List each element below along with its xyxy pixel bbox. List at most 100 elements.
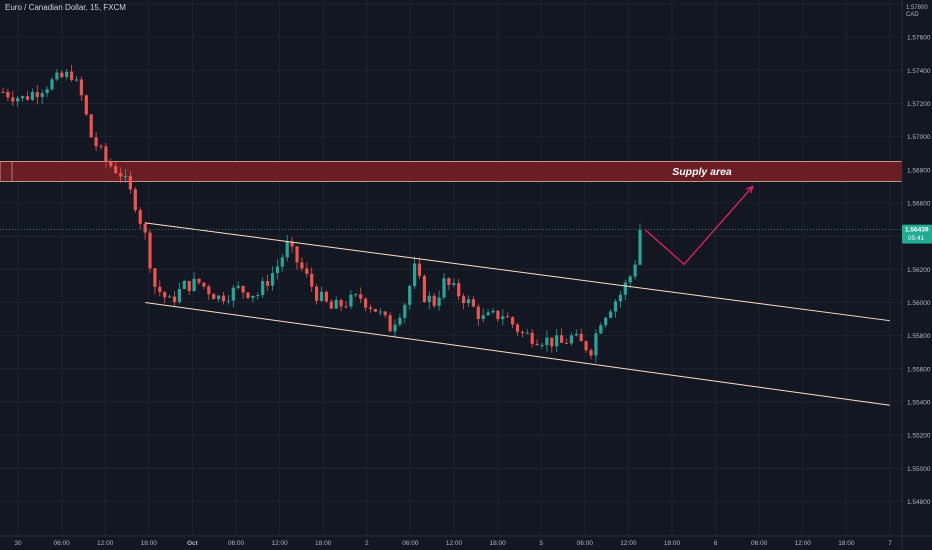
candle-body — [192, 278, 196, 292]
time-tick-label: 18:00 — [315, 540, 332, 547]
projection-path — [644, 185, 754, 266]
time-tick-label: 06:00 — [228, 540, 245, 547]
candle-body — [501, 316, 505, 320]
price-tick-label: 1.56200 — [907, 267, 931, 274]
candle-body — [520, 331, 524, 333]
candle-body — [599, 325, 603, 334]
channel-lower-line — [145, 301, 890, 406]
price-tick-label: 1.55800 — [907, 333, 931, 340]
candle-body — [177, 289, 181, 303]
price-tick-label: 1.55200 — [907, 433, 931, 440]
candle-body — [359, 294, 363, 299]
price-tick-label: 1.55600 — [907, 366, 931, 373]
candle-body — [329, 301, 333, 309]
candle-body — [89, 114, 93, 138]
candle-body — [79, 79, 83, 96]
candle-body — [383, 311, 387, 316]
time-tick-label: 7 — [888, 540, 892, 547]
candle-body — [368, 307, 373, 309]
candle-body — [344, 306, 348, 308]
candle-body — [315, 286, 319, 301]
candle-body — [128, 176, 132, 190]
candle-body — [496, 310, 500, 320]
candle-body — [623, 282, 627, 295]
time-tick-label: 2 — [365, 540, 369, 547]
candle-body — [579, 333, 583, 342]
price-tick-label: 1.57400 — [907, 68, 931, 75]
time-tick-label: 12:00 — [97, 540, 114, 547]
candle-body — [11, 97, 15, 102]
candle-body — [584, 341, 588, 351]
candle-body — [226, 300, 230, 302]
candle-body — [442, 278, 446, 298]
candle-body — [305, 268, 309, 274]
candle-body — [437, 297, 441, 306]
time-tick-label: 12:00 — [446, 540, 463, 547]
candle-body — [628, 276, 632, 283]
time-tick-label: 30 — [14, 540, 22, 547]
candle-body — [413, 263, 417, 286]
price-tick-label: 1.56600 — [907, 200, 931, 207]
candle-body — [119, 173, 123, 177]
price-tick-label: 1.56000 — [907, 300, 931, 307]
candle-body — [217, 295, 221, 300]
last-price-box — [902, 224, 932, 244]
candle-body — [285, 241, 289, 258]
candle-body — [491, 310, 495, 313]
candle-body — [462, 296, 466, 304]
candle-body — [535, 343, 539, 346]
candle-body — [251, 295, 255, 298]
candle-body — [70, 71, 74, 80]
candle-body — [187, 280, 191, 292]
candle-body — [30, 92, 34, 100]
candle-body — [594, 333, 598, 356]
price-tick-label: 1.55000 — [907, 466, 931, 473]
candle-body — [349, 294, 353, 307]
candle-body — [471, 299, 475, 307]
candle-body — [163, 292, 167, 298]
candle-body — [45, 89, 49, 94]
price-axis[interactable]: 1.57600 1.57400 1.57200 1.57000 1.56800 1.566… — [901, 0, 931, 550]
candle-body — [55, 72, 59, 80]
candle-body — [153, 268, 157, 287]
candle-body — [6, 92, 10, 98]
candle-body — [35, 92, 39, 97]
candle-body — [364, 298, 368, 308]
candle-body — [334, 300, 338, 309]
candle-body — [290, 241, 294, 247]
candle-body — [241, 285, 245, 293]
time-axis[interactable]: 30 06:00 12:00 18:00 Oct 06:00 12:00 18:00 2 06:0… — [0, 535, 932, 547]
candle-body — [123, 176, 128, 178]
candle-body — [466, 299, 471, 304]
grid — [0, 0, 902, 536]
candle-body — [574, 333, 578, 336]
candle-body — [417, 263, 422, 276]
candle-body — [65, 71, 69, 78]
candle-body — [60, 72, 64, 78]
candle-body — [613, 301, 618, 312]
candle-body — [550, 337, 554, 347]
time-tick-label: 18:00 — [141, 540, 158, 547]
candle-body — [378, 311, 382, 313]
candle-body — [246, 292, 250, 298]
candle-body — [545, 337, 549, 346]
candle-body — [1, 91, 5, 93]
candle-body — [109, 161, 113, 167]
time-tick-label: 18:00 — [664, 540, 681, 547]
candle-body — [515, 324, 520, 332]
candle-body — [589, 350, 593, 356]
candle-body — [275, 266, 279, 274]
candle-body — [74, 79, 79, 81]
candle-body — [197, 278, 201, 283]
projection-arrowhead — [745, 185, 754, 194]
candle-body — [525, 332, 529, 334]
candle-body — [555, 335, 559, 347]
candle-body — [202, 282, 206, 287]
price-tick-label: 1.57000 — [907, 134, 931, 141]
time-tick-label: 06:00 — [53, 540, 70, 547]
candle-body — [84, 95, 88, 115]
candle-body — [560, 335, 564, 343]
